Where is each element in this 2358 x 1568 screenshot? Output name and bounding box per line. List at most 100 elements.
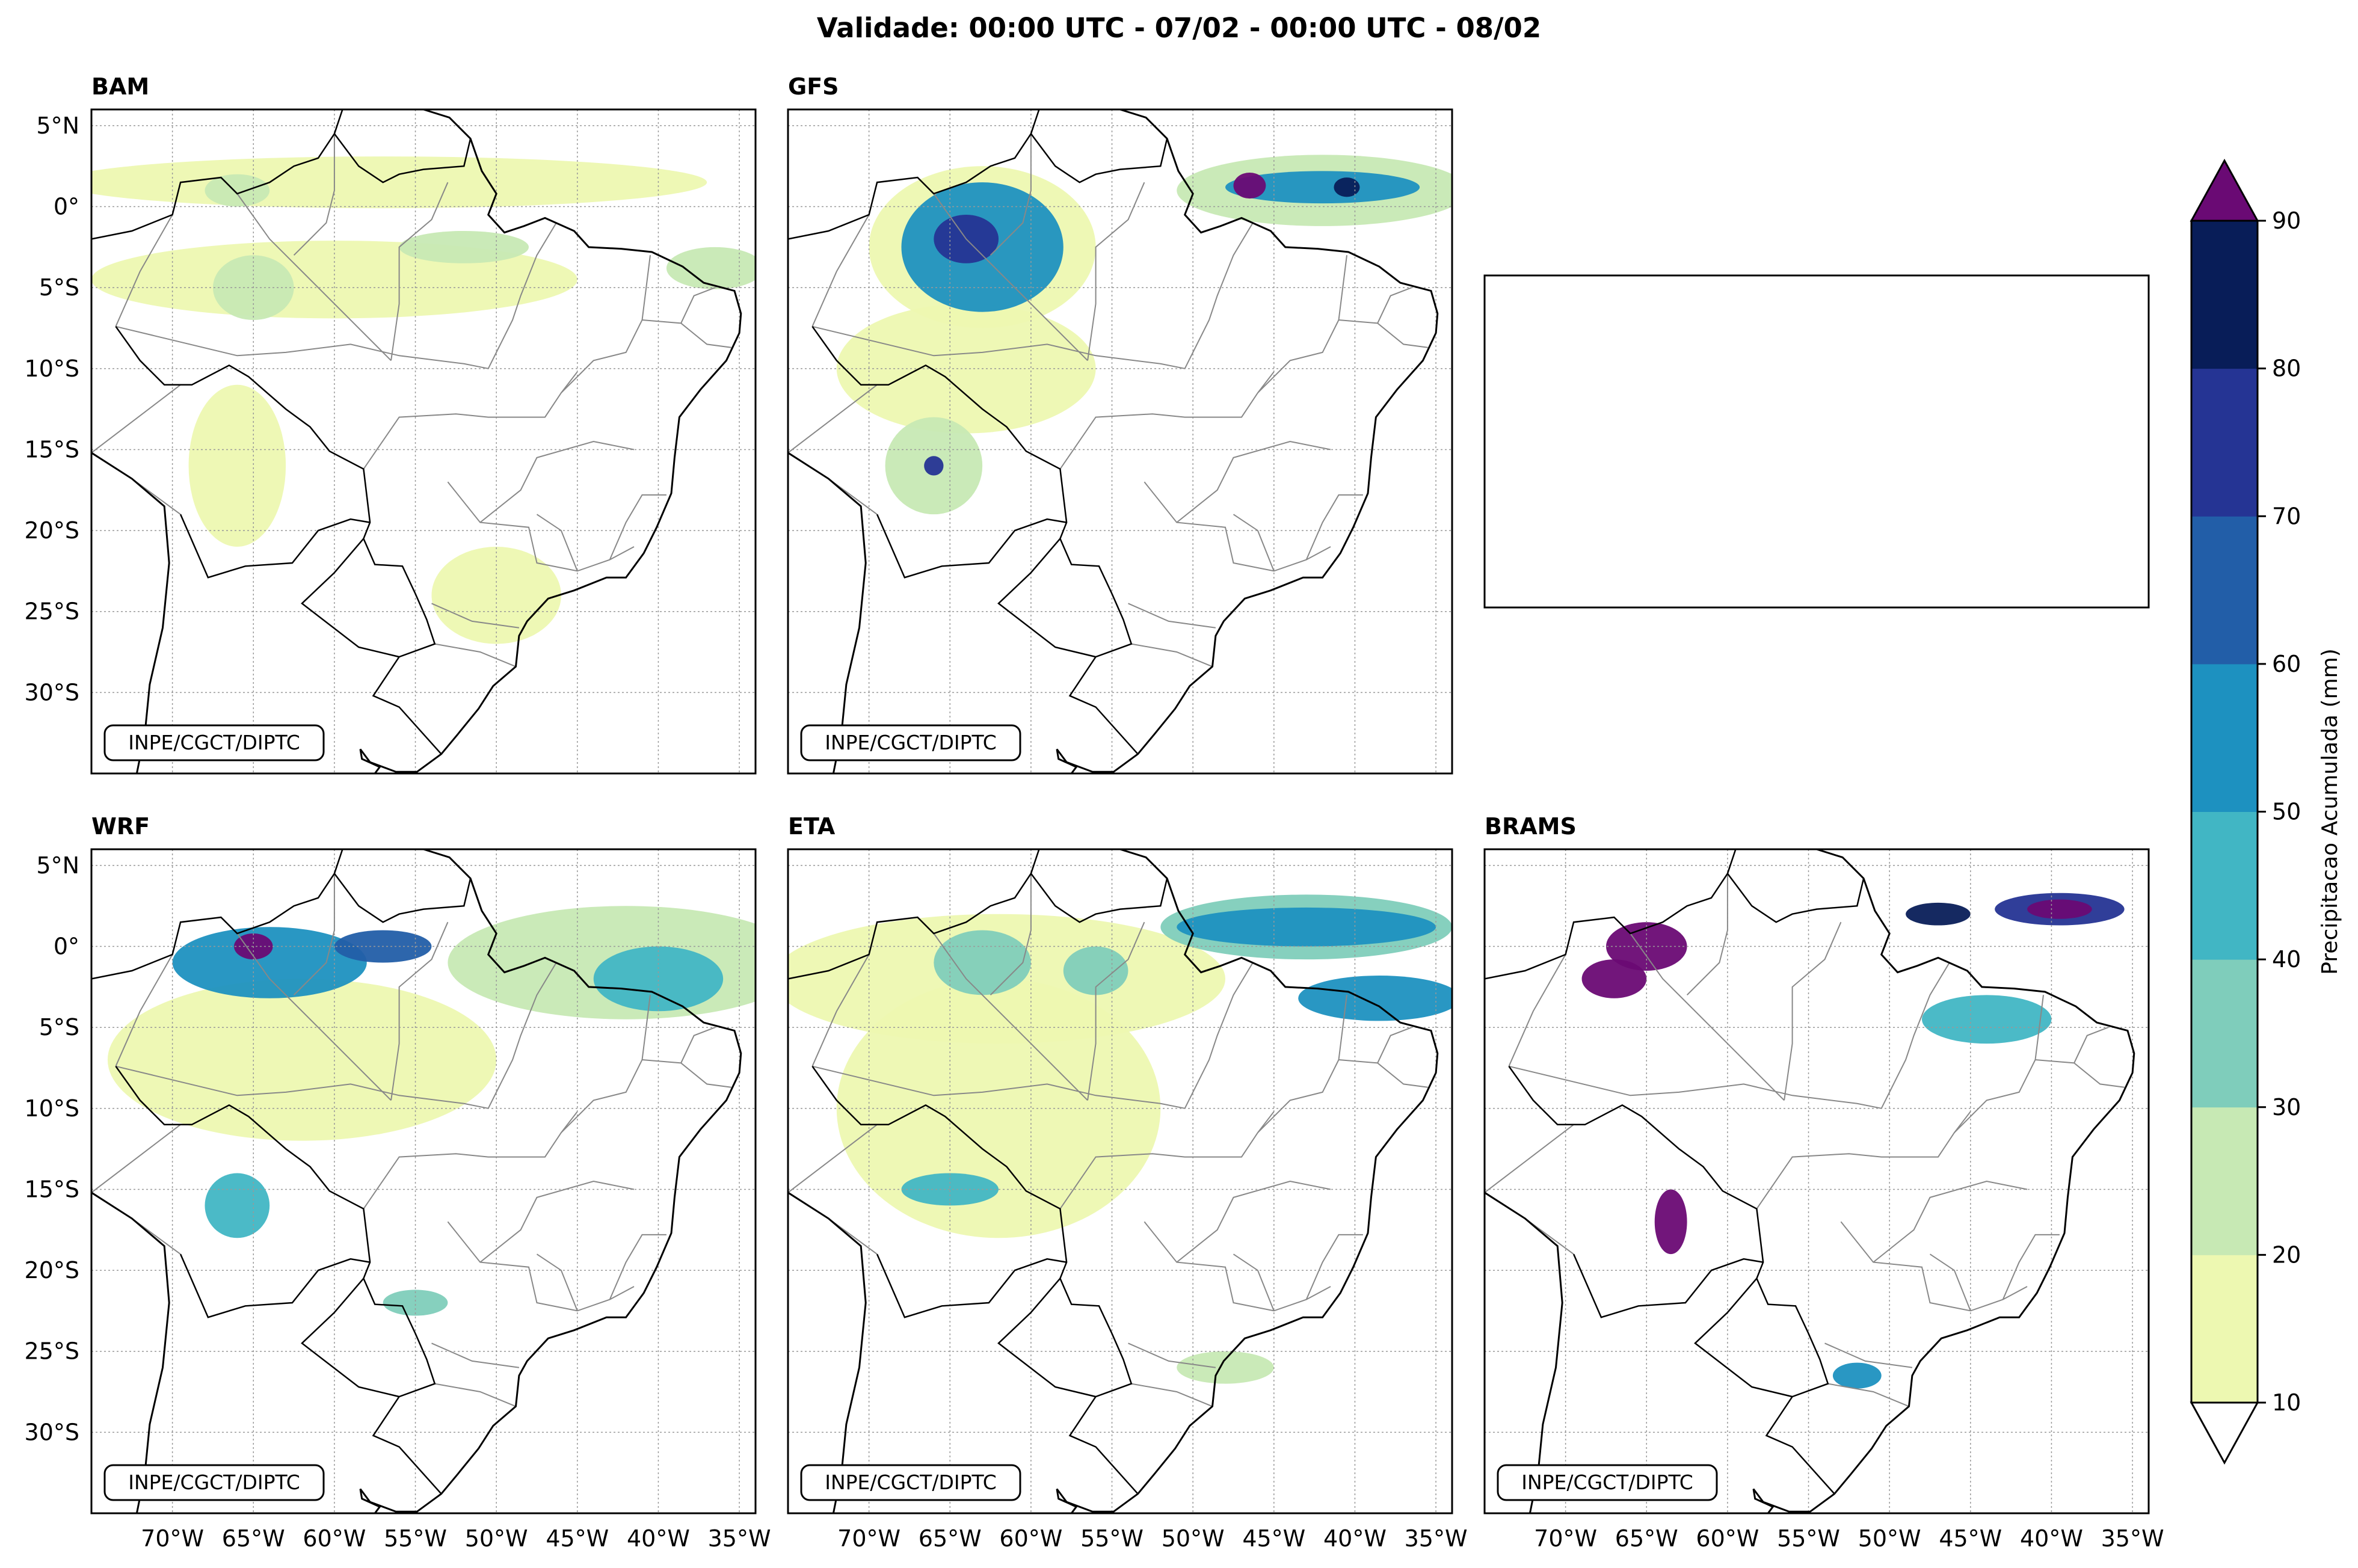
lon-tick-label: 35°W xyxy=(2101,1525,2164,1552)
country-border xyxy=(91,849,343,980)
state-border xyxy=(115,214,173,327)
map-area xyxy=(788,849,1452,1513)
state-border xyxy=(1131,1383,1213,1407)
lat-tick-label: 0° xyxy=(54,194,79,220)
panel-eta: ETA 70°W 65°W 60°W 55°W 50°W 45°W 40°W 35°W INPE/… xyxy=(787,813,1468,1552)
colorbar-segment xyxy=(2191,1255,2258,1403)
state-border xyxy=(487,222,557,369)
state-border xyxy=(2035,1059,2125,1088)
precip-area xyxy=(1334,177,1360,197)
credit-box: INPE/CGCT/DIPTC xyxy=(103,724,325,761)
state-border xyxy=(1087,182,1145,361)
state-border xyxy=(1184,962,1254,1109)
state-border xyxy=(1686,873,1728,996)
credit-box: INPE/CGCT/DIPTC xyxy=(800,724,1021,761)
lat-tick-label: 10°S xyxy=(25,1095,79,1122)
country-border xyxy=(301,538,399,658)
state-border xyxy=(680,287,716,324)
panel-title: GFS xyxy=(788,73,839,100)
state-border xyxy=(434,643,516,668)
state-border xyxy=(479,440,635,523)
state-border xyxy=(1305,1234,1363,1300)
state-border xyxy=(1929,1253,1971,1311)
state-border xyxy=(1233,514,1275,571)
panels-layer: BAM 5°N 0° 5°S 10°S 15°S 20°S 25°S 30°S INPE/CGCT… xyxy=(25,73,2164,1552)
state-border xyxy=(561,255,651,393)
country-border xyxy=(1030,873,1168,923)
country-border xyxy=(997,1277,1096,1398)
colorbar-tick-label: 60 xyxy=(2272,651,2301,677)
country-border xyxy=(1694,1277,1793,1398)
country-border xyxy=(333,873,472,923)
lat-tick-label: 20°S xyxy=(25,517,79,544)
lon-tick-label: 55°W xyxy=(1777,1525,1840,1552)
lon-tick-label: 60°W xyxy=(999,1525,1062,1552)
state-border xyxy=(811,954,870,1067)
state-border xyxy=(1257,995,1347,1133)
state-border xyxy=(487,962,557,1109)
state-border xyxy=(1827,1383,1909,1407)
precip-area xyxy=(924,456,944,476)
credit-frame xyxy=(800,1464,1021,1501)
state-border xyxy=(1128,1342,1216,1368)
state-border xyxy=(561,995,651,1133)
precip-area xyxy=(1063,946,1128,995)
colorbar-tick-label: 50 xyxy=(2272,799,2301,825)
credit-box: INPE/CGCT/DIPTC xyxy=(800,1464,1021,1501)
state-border xyxy=(1508,954,1566,1067)
map-area xyxy=(1485,849,2149,1513)
country-border xyxy=(91,109,343,240)
precip-area xyxy=(934,930,1031,995)
precip-area xyxy=(593,946,724,1012)
state-border xyxy=(1873,1180,2028,1263)
lon-tick-label: 40°W xyxy=(2020,1525,2083,1552)
coastline xyxy=(788,109,1439,773)
lon-tick-label: 65°W xyxy=(222,1525,285,1552)
panel-brams: BRAMS 70°W 65°W 60°W 55°W 50°W 45°W 40°W 35°W INP… xyxy=(1483,813,2164,1552)
state-border xyxy=(1338,1059,1428,1088)
state-border xyxy=(390,921,449,1101)
country-border xyxy=(301,1277,399,1398)
lat-tick-label: 15°S xyxy=(25,436,79,463)
state-border xyxy=(1128,603,1216,629)
precip-area xyxy=(107,979,497,1141)
country-border xyxy=(1572,1253,1764,1318)
lon-tick-label: 35°W xyxy=(1405,1525,1468,1552)
colorbar-under-arrow xyxy=(2190,1401,2259,1465)
colorbar-tick-label: 90 xyxy=(2272,208,2301,234)
country-border xyxy=(1030,133,1168,183)
map-frame xyxy=(90,108,757,775)
state-border xyxy=(1233,1253,1275,1311)
precip-area xyxy=(2027,899,2092,919)
colorbar-segment xyxy=(2191,221,2258,369)
colorbar-tick-label: 40 xyxy=(2272,946,2301,973)
colorbar-segment xyxy=(2191,959,2258,1108)
state-border xyxy=(1176,440,1331,523)
panel-gfs: GFS INPE/CGCT/DIPTC xyxy=(787,73,1453,775)
lon-tick-label: 35°W xyxy=(708,1525,771,1552)
map-frame xyxy=(787,108,1453,775)
precip-area xyxy=(1832,1362,1882,1389)
panel-title: ETA xyxy=(788,813,836,840)
country-border xyxy=(179,1253,371,1318)
colorbar-segment xyxy=(2191,368,2258,517)
state-border xyxy=(811,214,870,327)
coastline xyxy=(91,849,742,1513)
country-border xyxy=(1726,873,1865,923)
credit-label: INPE/CGCT/DIPTC xyxy=(825,731,997,754)
country-border xyxy=(179,514,371,579)
lon-tick-label: 40°W xyxy=(1323,1525,1387,1552)
state-border xyxy=(479,1180,635,1263)
country-border xyxy=(997,538,1096,658)
country-border xyxy=(876,514,1067,579)
figure-title: Validade: 00:00 UTC - 07/02 - 00:00 UTC … xyxy=(817,12,1541,44)
lon-tick-label: 65°W xyxy=(919,1525,982,1552)
state-border xyxy=(609,494,666,560)
state-border xyxy=(91,1124,181,1193)
credit-box: INPE/CGCT/DIPTC xyxy=(103,1464,325,1501)
precip-area xyxy=(205,174,270,207)
state-border xyxy=(1485,1124,1574,1193)
lon-tick-label: 50°W xyxy=(465,1525,528,1552)
precip-area xyxy=(188,384,286,547)
lat-tick-label: 30°S xyxy=(25,1419,79,1445)
